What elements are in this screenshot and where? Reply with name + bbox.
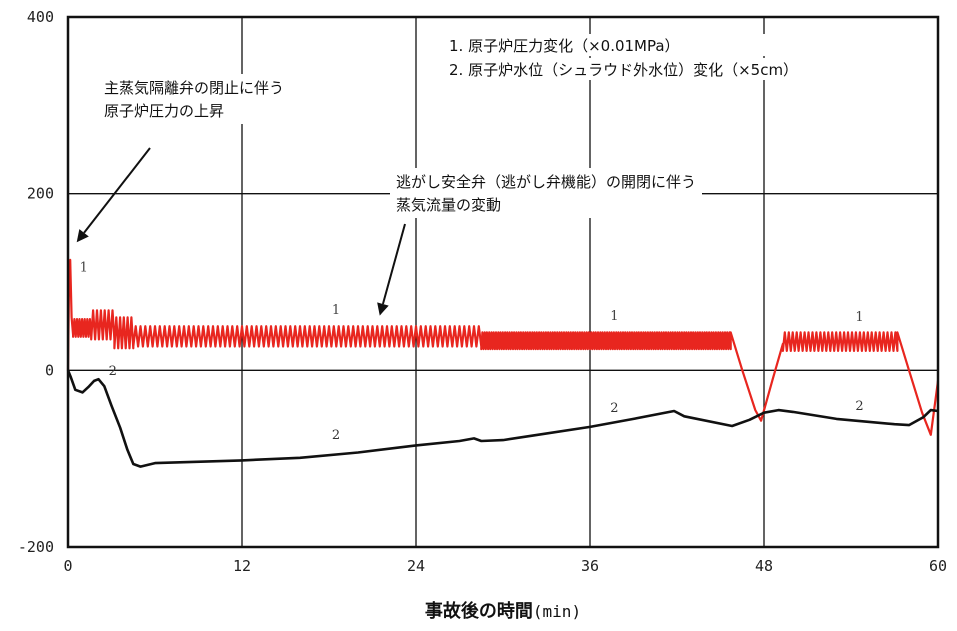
y-tick-label: 400 <box>27 8 54 26</box>
series-2-label: 2 <box>109 364 117 379</box>
x-tick-label: 12 <box>233 557 251 575</box>
y-tick-label: 200 <box>27 185 54 203</box>
series-2-label: 2 <box>855 399 863 414</box>
annotation-arrow-head <box>377 302 389 316</box>
series-1-label: 1 <box>610 309 618 324</box>
annotation-arrow-shaft <box>381 223 406 305</box>
legend: 1. 原子炉圧力変化（×0.01MPa） 2. 原子炉水位（シュラウド外水位）変化… <box>446 34 886 80</box>
series-lines: 1 1 1 1 2 2 2 2 <box>66 258 940 468</box>
x-axis-label-text: 事故後の時間 <box>425 600 533 622</box>
series-2-label: 2 <box>332 428 340 443</box>
series-1-label: 1 <box>80 260 88 275</box>
annotation-1-line: 原子炉圧力の上昇 <box>104 102 224 120</box>
x-tick-label: 48 <box>755 557 773 575</box>
annotation-2-line: 蒸気流量の変動 <box>396 196 501 214</box>
legend-entry-1: 1. 原子炉圧力変化（×0.01MPa） <box>449 37 680 55</box>
annotation-arrow-head <box>76 229 89 243</box>
series-2-line <box>66 369 939 468</box>
series-1-label: 1 <box>855 310 863 325</box>
x-axis-label: 事故後の時間(min) <box>425 600 581 622</box>
series-2-label: 2 <box>610 401 618 416</box>
annotations: 主蒸気隔離弁の閉止に伴う原子炉圧力の上昇逃がし安全弁（逃がし弁機能）の開閉に伴う… <box>76 74 702 316</box>
x-tick-label: 0 <box>63 557 72 575</box>
annotation-1-line: 主蒸気隔離弁の閉止に伴う <box>104 79 284 97</box>
x-axis-unit: (min) <box>533 602 581 621</box>
y-tick-label: 0 <box>45 361 54 379</box>
x-tick-label: 24 <box>407 557 425 575</box>
series-1-line <box>66 258 940 436</box>
legend-background <box>446 58 886 80</box>
x-tick-label: 36 <box>581 557 599 575</box>
annotation-2-line: 逃がし安全弁（逃がし弁機能）の開閉に伴う <box>396 173 696 191</box>
series-1-label: 1 <box>332 303 340 318</box>
annotation-background <box>390 168 702 218</box>
x-tick-label: 60 <box>929 557 947 575</box>
plot-frame <box>66 15 940 549</box>
annotation-background <box>98 74 290 124</box>
y-tick-label: -200 <box>18 538 54 556</box>
legend-entry-2: 2. 原子炉水位（シュラウド外水位）変化（×5cm） <box>449 61 798 79</box>
legend-background <box>446 34 886 56</box>
annotation-arrow-shaft <box>83 147 151 234</box>
